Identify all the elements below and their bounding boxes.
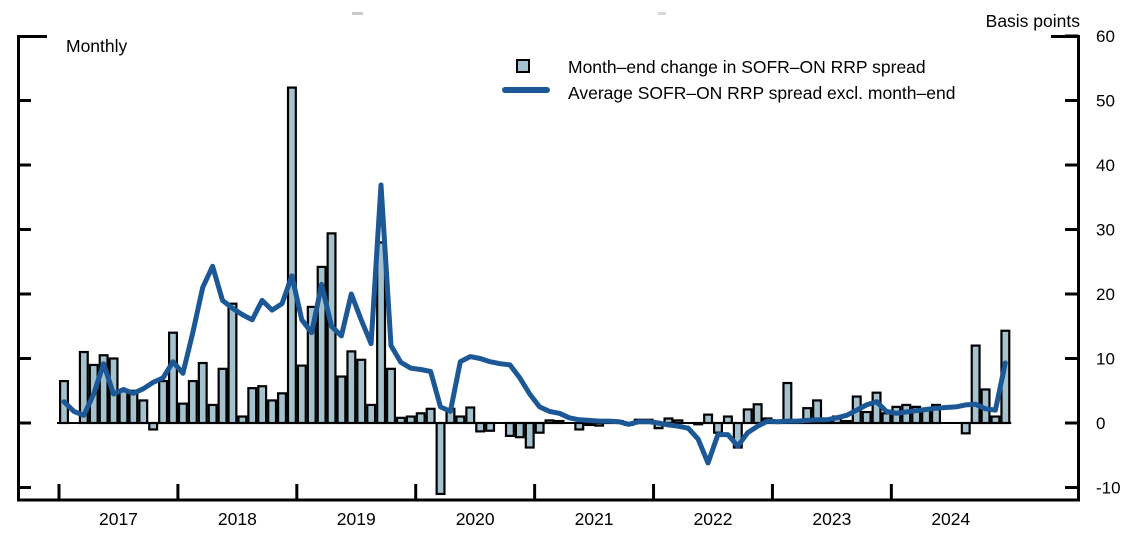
x-tick-label-2022: 2022 [694, 509, 733, 529]
bar-month-37 [425, 407, 436, 425]
bar-month-16 [217, 367, 228, 425]
bar-month-69 [742, 408, 753, 425]
x-tick-label-2021: 2021 [575, 509, 614, 529]
bar-month-42 [475, 421, 486, 433]
bar-month-23 [286, 86, 297, 425]
x-tick-label-2017: 2017 [99, 509, 138, 529]
crop-artifact-dash [352, 12, 363, 15]
bar-month-21 [267, 399, 278, 425]
y-tick-label-60: 60 [1096, 27, 1115, 46]
x-tick-label-2023: 2023 [812, 509, 851, 529]
axes-group [17, 34, 1080, 502]
bar-month-31 [366, 403, 377, 425]
bar-month-17 [227, 302, 238, 425]
bar-month-22 [277, 392, 288, 425]
y-axis-unit-label: Basis points [985, 11, 1080, 31]
bar-month-65 [703, 413, 714, 425]
bar-month-29 [346, 350, 357, 425]
bar-month-92 [970, 344, 981, 425]
y-tick-label-0: 0 [1096, 414, 1105, 433]
legend-line-swatch-icon [502, 87, 550, 93]
bar-month-14 [197, 361, 208, 425]
x-tick-label-2020: 2020 [456, 509, 495, 529]
bar-month-19 [247, 387, 258, 425]
line-series-group [61, 182, 1008, 466]
bar-month-47 [524, 421, 535, 449]
x-axis-tick-labels: 2017 2018 2019 2020 2021 2022 2023 2024 [99, 509, 971, 529]
bar-month-10 [158, 379, 169, 425]
bar-month-73 [782, 381, 793, 425]
x-tick-label-2018: 2018 [218, 509, 257, 529]
bar-month-38 [435, 421, 446, 496]
y-tick-label--10: -10 [1096, 479, 1121, 498]
legend-bar-swatch-icon [516, 59, 530, 73]
bar-month-81 [861, 410, 872, 425]
bar-month-66 [712, 421, 724, 434]
bar-month-8 [138, 399, 149, 425]
bar-month-11 [168, 331, 179, 425]
bar-month-20 [257, 385, 268, 425]
bar-month-28 [336, 375, 347, 425]
bar-month-13 [187, 379, 198, 425]
y-axis-tick-labels: 60 50 40 30 20 10 0 -10 [1096, 27, 1121, 498]
bar-month-33 [386, 367, 397, 425]
bar-month-24 [296, 364, 307, 425]
bar-month-43 [485, 421, 496, 432]
bar-month-48 [534, 421, 545, 434]
bar-month-30 [356, 358, 367, 425]
bar-month-83 [881, 412, 892, 425]
bar-series-group [58, 86, 1011, 496]
bar-month-36 [415, 412, 426, 425]
bar-month-91 [960, 421, 971, 435]
bar-month-15 [207, 403, 218, 425]
bar-month-6 [118, 389, 129, 425]
y-tick-label-20: 20 [1096, 285, 1115, 304]
legend-label-line-series: Average SOFR–ON RRP spread excl. month–e… [568, 83, 956, 103]
y-tick-label-10: 10 [1096, 350, 1115, 369]
bar-month-46 [514, 421, 525, 439]
bar-month-70 [752, 403, 763, 425]
y-tick-label-50: 50 [1096, 92, 1115, 111]
bar-month-41 [465, 406, 476, 425]
bar-month-45 [504, 421, 515, 437]
x-tick-label-2024: 2024 [931, 509, 970, 529]
frequency-label: Monthly [66, 36, 128, 56]
x-tick-label-2019: 2019 [337, 509, 376, 529]
y-tick-label-30: 30 [1096, 221, 1115, 240]
y-tick-label-40: 40 [1096, 156, 1115, 175]
crop-artifact-dash [658, 12, 666, 15]
bar-month-12 [177, 402, 188, 425]
legend-label-bar-series: Month–end change in SOFR–ON RRP spread [568, 57, 926, 77]
